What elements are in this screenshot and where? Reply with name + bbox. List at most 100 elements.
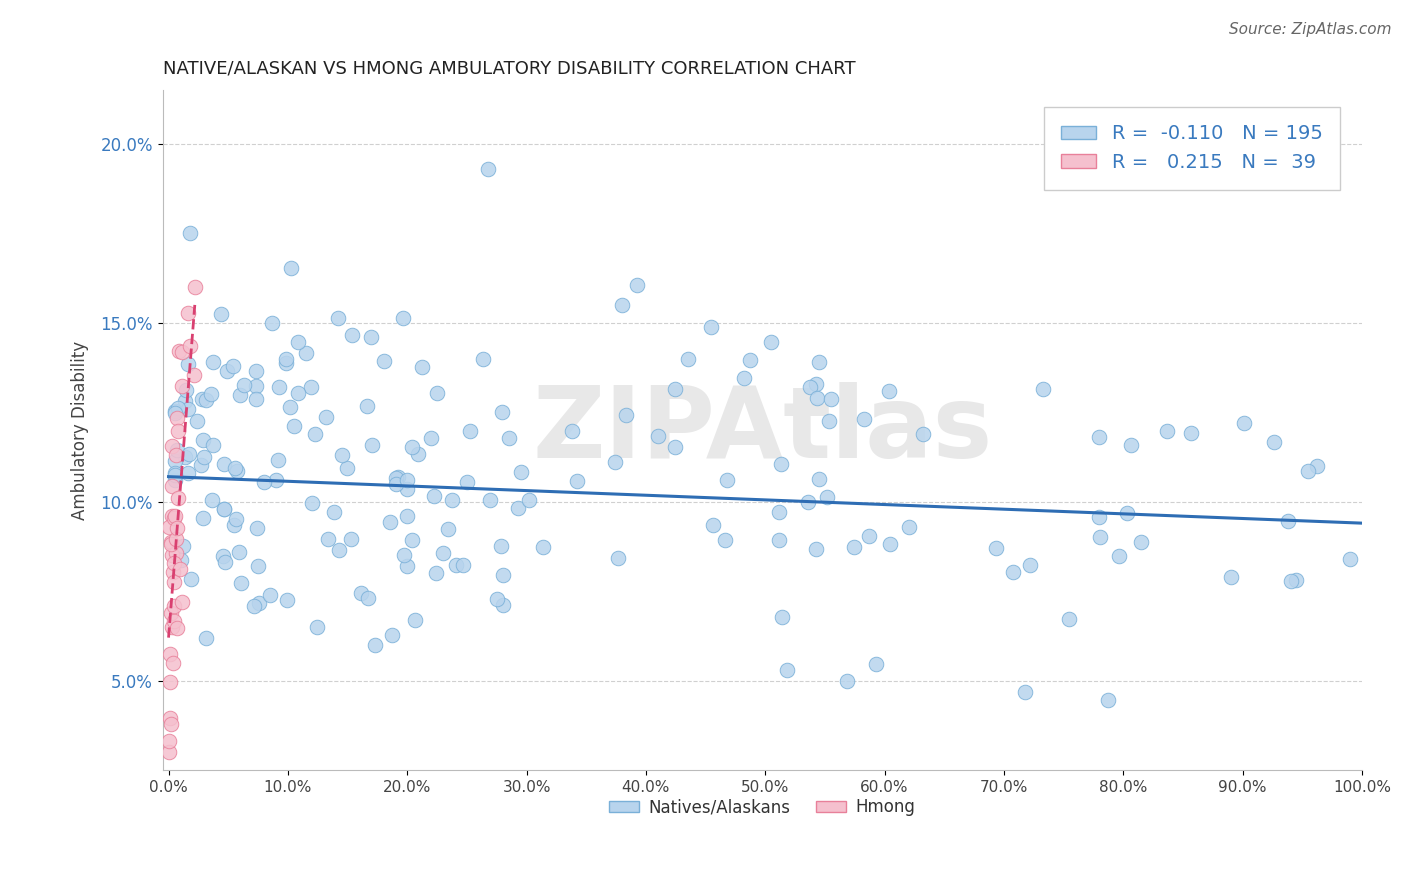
Point	[385, 477, 408, 491]
Point	[387, 470, 409, 484]
Point	[817, 414, 839, 428]
Point	[381, 627, 404, 641]
Point	[1057, 612, 1080, 626]
Point	[274, 352, 297, 367]
Point	[201, 492, 224, 507]
Point	[180, 572, 202, 586]
Point	[614, 409, 637, 423]
Point	[245, 364, 267, 378]
Point	[280, 260, 302, 275]
Point	[264, 473, 287, 487]
Point	[173, 394, 195, 409]
Point	[432, 546, 454, 560]
Point	[1108, 549, 1130, 564]
Point	[163, 467, 186, 482]
Point	[287, 335, 309, 350]
Point	[190, 392, 212, 407]
Point	[160, 534, 183, 549]
Point	[326, 311, 349, 326]
Point	[245, 392, 267, 406]
Point	[167, 401, 190, 415]
Point	[458, 424, 481, 438]
Point	[193, 450, 215, 465]
Point	[1279, 574, 1302, 589]
Point	[1129, 535, 1152, 549]
Point	[278, 401, 301, 415]
Point	[231, 575, 253, 590]
Point	[177, 466, 200, 480]
Point	[1285, 574, 1308, 588]
Point	[179, 447, 201, 461]
Point	[738, 353, 761, 368]
Point	[233, 378, 256, 392]
Point	[222, 518, 245, 533]
Point	[186, 414, 208, 428]
Point	[224, 460, 246, 475]
Point	[162, 656, 184, 670]
Point	[212, 502, 235, 516]
Point	[770, 458, 793, 472]
Point	[835, 674, 858, 689]
Point	[477, 161, 499, 176]
Point	[226, 464, 249, 478]
Point	[1088, 510, 1111, 524]
Point	[301, 496, 323, 510]
Point	[274, 356, 297, 370]
Point	[360, 330, 382, 344]
Point	[676, 351, 699, 366]
Point	[373, 354, 395, 368]
Point	[166, 521, 188, 535]
Point	[202, 355, 225, 369]
Point	[364, 638, 387, 652]
Point	[1220, 570, 1243, 584]
Point	[163, 454, 186, 468]
Point	[190, 458, 212, 472]
Point	[768, 505, 790, 519]
Point	[340, 328, 363, 343]
Point	[471, 351, 494, 366]
Point	[395, 558, 418, 573]
Point	[1263, 434, 1285, 449]
Point	[315, 409, 337, 424]
Text: Source: ZipAtlas.com: Source: ZipAtlas.com	[1229, 22, 1392, 37]
Point	[172, 595, 194, 609]
Point	[404, 614, 426, 628]
Point	[304, 427, 326, 442]
Point	[356, 399, 378, 413]
Point	[177, 306, 200, 320]
Point	[1014, 685, 1036, 699]
Point	[318, 532, 340, 546]
Point	[911, 427, 934, 442]
Point	[267, 453, 290, 467]
Point	[820, 392, 842, 407]
Point	[159, 710, 181, 724]
Point	[228, 388, 250, 402]
Point	[491, 404, 513, 418]
Point	[194, 631, 217, 645]
Point	[166, 621, 188, 635]
Point	[328, 543, 350, 558]
Point	[170, 553, 193, 567]
Point	[853, 411, 876, 425]
Point	[456, 475, 478, 489]
Point	[163, 406, 186, 420]
Point	[768, 533, 790, 548]
Point	[177, 357, 200, 371]
Point	[163, 511, 186, 525]
Point	[808, 472, 831, 486]
Point	[160, 716, 183, 731]
Point	[492, 599, 515, 613]
Text: ZIPAtlas: ZIPAtlas	[531, 382, 993, 479]
Point	[441, 493, 464, 508]
Point	[259, 588, 281, 602]
Point	[212, 457, 235, 471]
Point	[423, 489, 446, 503]
Point	[770, 609, 793, 624]
Point	[160, 620, 183, 634]
Point	[797, 495, 820, 509]
Point	[243, 599, 266, 613]
Point	[173, 450, 195, 464]
Point	[169, 562, 191, 576]
Point	[815, 490, 838, 504]
Point	[392, 548, 415, 562]
